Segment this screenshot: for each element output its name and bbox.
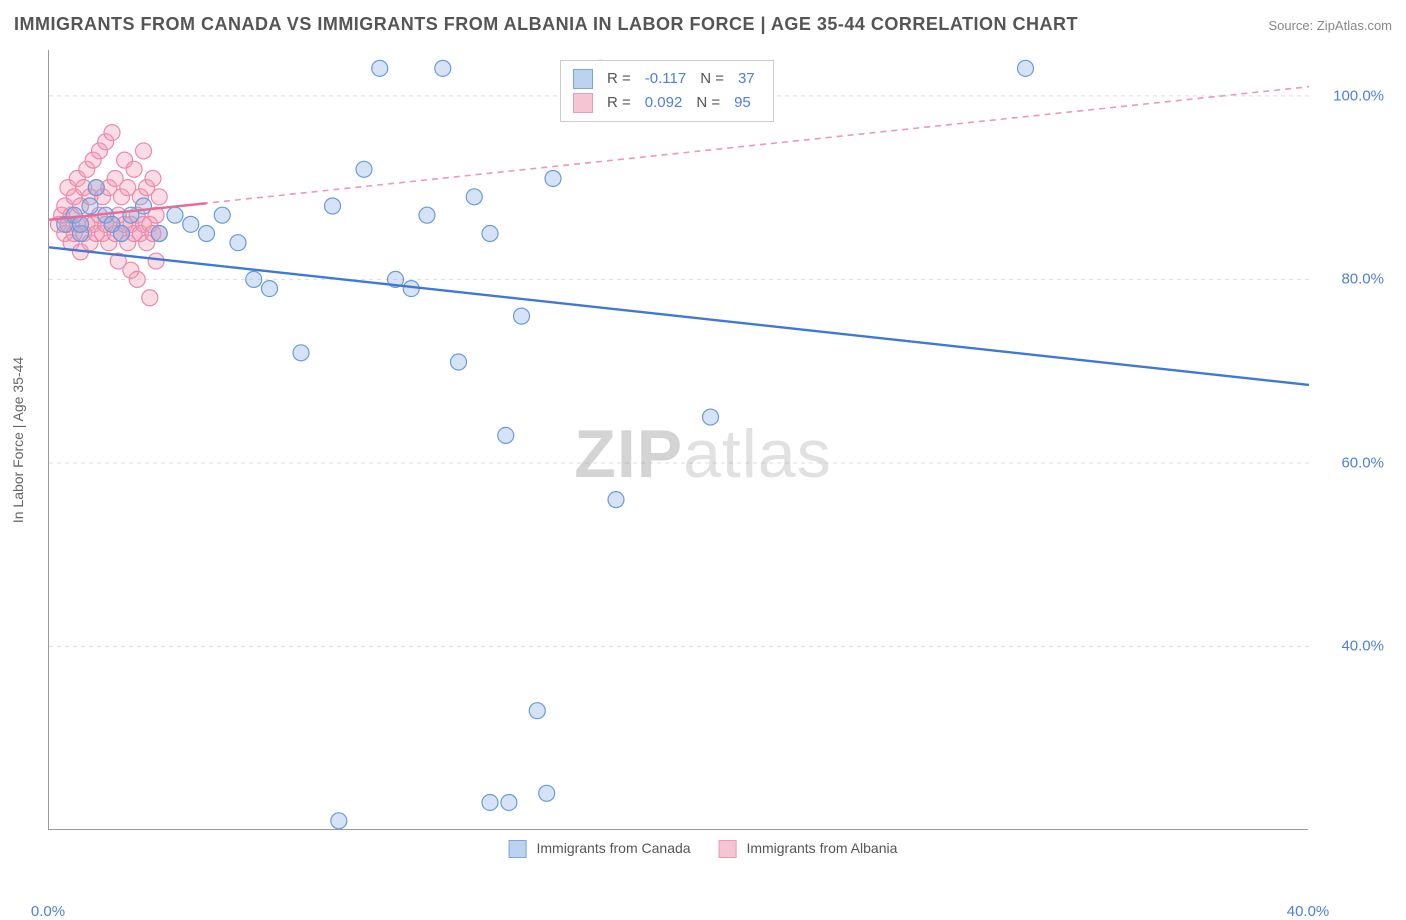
ytick-label: 80.0% — [1341, 271, 1384, 288]
source-label: Source: ZipAtlas.com — [1268, 18, 1392, 33]
chart-container: IMMIGRANTS FROM CANADA VS IMMIGRANTS FRO… — [0, 0, 1406, 892]
legend-label-canada: Immigrants from Canada — [536, 840, 690, 856]
ytick-label: 40.0% — [1341, 638, 1384, 655]
r-label: R = — [607, 67, 631, 91]
stats-box: R = -0.117 N = 37 R = 0.092 N = 95 — [560, 60, 774, 122]
legend-item-albania: Immigrants from Albania — [719, 840, 898, 858]
swatch-canada — [573, 69, 593, 89]
swatch-albania — [573, 93, 593, 113]
legend-item-canada: Immigrants from Canada — [509, 840, 691, 858]
y-axis-label: In Labor Force | Age 35-44 — [10, 357, 26, 523]
ytick-label: 100.0% — [1333, 87, 1384, 104]
r-value-albania: 0.092 — [645, 91, 683, 115]
r-value-canada: -0.117 — [645, 67, 686, 91]
chart-title: IMMIGRANTS FROM CANADA VS IMMIGRANTS FRO… — [14, 14, 1078, 35]
xtick-label: 0.0% — [31, 903, 65, 920]
legend: Immigrants from Canada Immigrants from A… — [509, 840, 898, 858]
swatch-canada-legend — [509, 840, 527, 858]
plot-area — [48, 50, 1308, 830]
xtick-label: 40.0% — [1287, 903, 1330, 920]
n-label: N = — [696, 91, 720, 115]
legend-label-albania: Immigrants from Albania — [746, 840, 897, 856]
n-label: N = — [700, 67, 724, 91]
r-label: R = — [607, 91, 631, 115]
plot-svg — [49, 50, 1309, 830]
ytick-label: 60.0% — [1341, 454, 1384, 471]
n-value-albania: 95 — [734, 91, 751, 115]
n-value-canada: 37 — [738, 67, 755, 91]
stats-row-canada: R = -0.117 N = 37 — [573, 67, 761, 91]
stats-row-albania: R = 0.092 N = 95 — [573, 91, 761, 115]
swatch-albania-legend — [719, 840, 737, 858]
